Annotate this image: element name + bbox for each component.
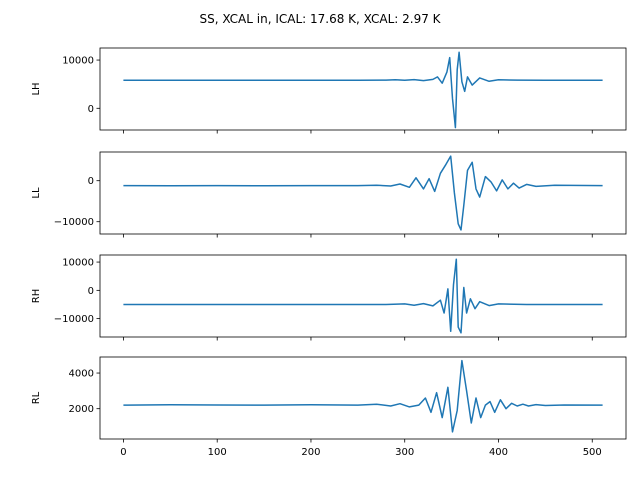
x-tick-label: 0 [120,447,126,458]
x-tick-label: 200 [301,447,320,458]
y-tick-label: 0 [88,176,94,187]
axes-frame [99,151,627,235]
series-line-rh [123,258,603,334]
figure-title: SS, XCAL in, ICAL: 17.68 K, XCAL: 2.97 K [199,12,441,26]
y-tick-label: 0 [88,286,94,297]
x-tick-label: 400 [489,447,508,458]
axes-frame [99,356,627,440]
y-tick-label: 4000 [69,369,94,380]
y-tick-label: 0 [88,104,94,115]
series-line-lh [123,51,603,129]
axes-frame [99,254,627,338]
axes-frame [99,47,627,131]
y-axis-label: RH [31,289,42,303]
subplot-lh: 0 10000 LH [31,47,627,134]
y-tick-label: 2000 [69,404,94,415]
y-tick-label: 10000 [62,258,94,269]
x-tick-label: 100 [208,447,227,458]
y-axis-label: LL [31,187,42,199]
y-axis-label: LH [31,82,42,95]
series-line-rl [123,359,603,433]
y-tick-label: −10000 [54,314,94,325]
y-tick-label: −10000 [54,217,94,228]
x-tick-label: 500 [583,447,602,458]
y-axis-label: RL [31,391,42,404]
subplot-ll: 0 −10000 LL [31,151,627,238]
subplot-rh: 10000 0 −10000 RH [31,254,627,341]
subplot-rl: 2000 4000 0 100 200 300 400 500 RL [31,356,627,458]
x-tick-label: 300 [395,447,414,458]
subplots: 010000LH0−10000LL100000−10000RH200040000… [31,47,627,458]
y-tick-label: 10000 [62,56,94,67]
series-line-ll [123,155,603,231]
